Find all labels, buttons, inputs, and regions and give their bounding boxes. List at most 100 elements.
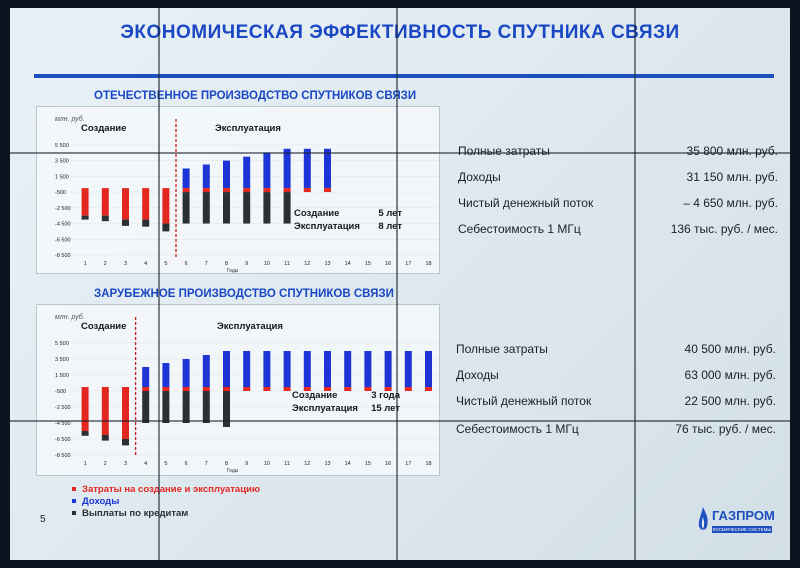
bar-costs xyxy=(182,188,190,193)
screen-seam xyxy=(10,420,790,422)
bar-credits xyxy=(263,192,271,224)
x-tick-label: 8 xyxy=(225,461,228,467)
foreign-heading: ЗАРУБЕЖНОЕ ПРОИЗВОДСТВО СПУТНИКОВ СВЯЗИ xyxy=(94,288,394,300)
x-axis-label: Годы xyxy=(227,468,239,474)
bar-credits xyxy=(101,215,109,222)
y-tick-label: 3 500 xyxy=(55,159,69,165)
metric-label: Себестоимость 1 МГц xyxy=(456,422,579,436)
x-tick-label: 9 xyxy=(245,461,248,467)
bar-costs xyxy=(81,387,89,431)
bar-costs xyxy=(243,188,251,193)
x-tick-label: 12 xyxy=(304,461,310,467)
duration-value: 3 года xyxy=(371,390,400,401)
bar-income xyxy=(303,351,311,387)
bar-costs xyxy=(142,188,150,220)
y-tick-label: 1 500 xyxy=(55,174,69,180)
x-tick-label: 1 xyxy=(84,261,87,267)
x-tick-label: 3 xyxy=(124,461,127,467)
title-rule xyxy=(34,74,774,78)
bar-credits xyxy=(162,391,170,423)
phase-label-create: Создание xyxy=(81,123,126,134)
y-axis-unit-label: млн. руб. xyxy=(55,115,85,123)
bar-costs xyxy=(162,188,170,224)
metric-label: Полные затраты xyxy=(458,144,550,158)
foreign-chart-panel: млн. руб. 5 500 3 500 1 500 -500 -2 500 -4 500… xyxy=(36,304,440,476)
gazprom-logo: ГАЗПРОМ КОСМИЧЕСКИЕ СИСТЕМЫ xyxy=(692,502,775,546)
x-tick-label: 14 xyxy=(345,261,351,267)
bar-costs xyxy=(303,188,311,193)
legend-swatch xyxy=(72,487,76,492)
screen-seam xyxy=(10,152,790,154)
bar-costs xyxy=(162,387,170,391)
bar-credits xyxy=(243,192,251,224)
bar-income xyxy=(283,351,291,387)
bar-income xyxy=(243,156,251,189)
bar-costs xyxy=(122,387,129,439)
metric-label: Доходы xyxy=(458,170,501,184)
screen-seam xyxy=(396,8,398,560)
bar-income xyxy=(162,363,170,387)
metric-label: Себестоимость 1 МГц xyxy=(458,222,581,236)
foreign-bar-chart: млн. руб. 5 500 3 500 1 500 -500 -2 500 -4 500… xyxy=(55,313,439,474)
x-tick-label: 2 xyxy=(104,461,107,467)
x-tick-label: 10 xyxy=(264,461,270,467)
bar-costs xyxy=(202,387,210,391)
x-tick-label: 8 xyxy=(225,261,228,267)
bar-credits xyxy=(283,192,291,224)
bar-income xyxy=(324,148,331,189)
metric-value: – 4 650 млн. руб. xyxy=(683,196,778,210)
x-tick-label: 4 xyxy=(144,461,147,467)
domestic-heading: ОТЕЧЕСТВЕННОЕ ПРОИЗВОДСТВО СПУТНИКОВ СВЯ… xyxy=(94,90,417,102)
bar-costs xyxy=(283,387,291,391)
bar-income xyxy=(303,148,311,189)
bar-income xyxy=(404,351,412,387)
bar-income xyxy=(223,351,230,387)
bar-credits xyxy=(162,223,170,232)
bar-income xyxy=(202,164,210,189)
bar-credits xyxy=(122,439,129,446)
logo-subtitle: КОСМИЧЕСКИЕ СИСТЕМЫ xyxy=(712,526,772,533)
y-tick-label: -2 500 xyxy=(55,405,71,411)
y-tick-label: -8 500 xyxy=(55,453,71,459)
x-tick-label: 1 xyxy=(84,461,87,467)
y-tick-label: -6 500 xyxy=(55,237,71,243)
y-tick-label: -4 500 xyxy=(55,222,71,228)
x-tick-label: 17 xyxy=(405,461,411,467)
y-tick-label: 5 500 xyxy=(55,143,69,149)
phase-label-operate: Эксплуатация xyxy=(215,123,281,134)
metric-value: 63 000 млн. руб. xyxy=(684,368,776,382)
domestic-chart-panel: млн. руб. 5 500 3 500 1 500 -500 -2 500 -4 500… xyxy=(36,106,440,274)
y-tick-label: -4 500 xyxy=(55,421,71,427)
metric-label: Доходы xyxy=(456,368,499,382)
bar-income xyxy=(243,351,251,387)
bar-credits xyxy=(223,192,230,224)
bar-income xyxy=(142,367,150,387)
bar-credits xyxy=(122,219,129,226)
x-tick-label: 18 xyxy=(425,261,431,267)
bar-income xyxy=(384,351,392,387)
y-tick-label: -500 xyxy=(55,389,66,395)
duration-value: 8 лет xyxy=(378,221,402,232)
bar-costs xyxy=(263,387,271,391)
bar-income xyxy=(182,359,190,387)
x-tick-label: 12 xyxy=(304,261,310,267)
bar-costs xyxy=(243,387,251,391)
chart-legend: Затраты на создание и эксплуатацию Доход… xyxy=(72,484,260,520)
metric-label: Чистый денежный поток xyxy=(458,196,594,210)
screen-seam xyxy=(158,8,160,560)
x-tick-label: 13 xyxy=(324,261,330,267)
bar-costs xyxy=(344,387,352,391)
bar-credits xyxy=(202,192,210,224)
bar-credits xyxy=(202,391,210,423)
bar-costs xyxy=(303,387,311,391)
duration-label: Создание xyxy=(294,208,340,219)
bar-costs xyxy=(122,188,129,220)
bar-credits xyxy=(101,435,109,441)
x-tick-label: 2 xyxy=(104,261,107,267)
bar-income xyxy=(263,152,271,189)
metric-value: 31 150 млн. руб. xyxy=(686,170,778,184)
bar-costs xyxy=(202,188,210,193)
bar-costs xyxy=(324,188,331,193)
bar-income xyxy=(283,148,291,189)
y-tick-label: 5 500 xyxy=(55,341,69,347)
